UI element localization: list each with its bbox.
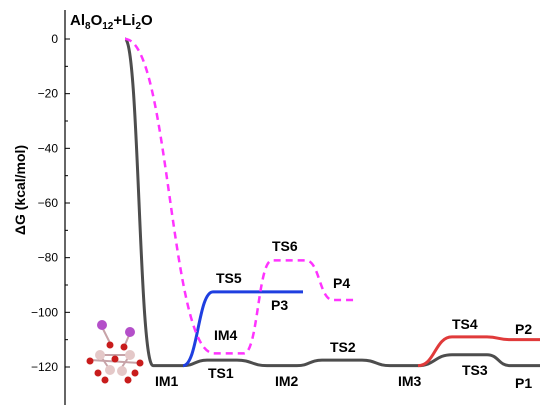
label-P1: P1 (515, 375, 532, 391)
y-tick-label: −20 (38, 87, 59, 101)
y-axis-ticks: 0 −20 −40 −60 −80 −100 −120 (31, 32, 70, 374)
y-tick-label: −60 (38, 196, 59, 210)
y-tick-label: −80 (38, 251, 59, 265)
y-tick-label: 0 (51, 32, 58, 46)
label-TS4: TS4 (452, 316, 478, 332)
y-axis-label: ΔG (kcal/mol) (12, 145, 28, 235)
y-tick-label: −100 (31, 305, 58, 319)
label-P2: P2 (515, 321, 532, 337)
series-group (123, 37, 540, 368)
series-line-ts5_path (182, 290, 303, 368)
series-line-main (123, 37, 540, 368)
label-TS6: TS6 (272, 238, 298, 254)
y-tick-label: −40 (38, 141, 59, 155)
label-TS2: TS2 (330, 339, 356, 355)
label-TS1: TS1 (208, 365, 234, 381)
label-P4: P4 (333, 275, 350, 291)
label-P3: P3 (271, 297, 288, 313)
label-IM3: IM3 (398, 373, 422, 389)
cluster-illustration (86, 320, 144, 384)
label-IM1: IM1 (155, 373, 179, 389)
label-IM2: IM2 (275, 373, 299, 389)
series-line-ts6_path (124, 37, 355, 355)
label-TS3: TS3 (462, 362, 488, 378)
series-line-ts4_path (417, 335, 540, 368)
label-IM4: IM4 (214, 327, 238, 343)
y-tick-label: −120 (31, 360, 58, 374)
chart-title: Al8O12+Li2O (70, 12, 153, 32)
label-TS5: TS5 (216, 270, 242, 286)
